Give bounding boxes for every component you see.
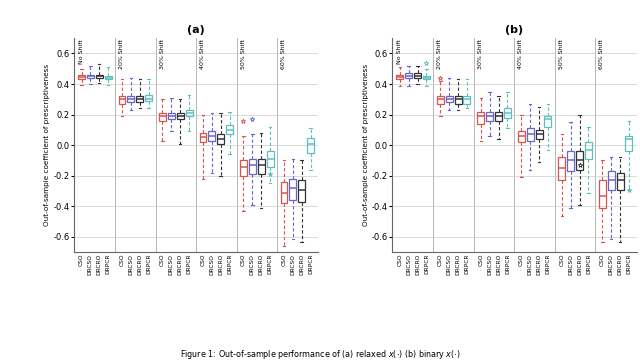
Text: 50% Shift: 50% Shift: [559, 39, 564, 69]
Text: 30% Shift: 30% Shift: [159, 39, 164, 69]
Bar: [249, 159, 256, 174]
Bar: [168, 113, 175, 119]
Bar: [405, 73, 412, 78]
Bar: [616, 173, 623, 189]
Bar: [414, 73, 421, 78]
Bar: [567, 151, 574, 171]
Bar: [96, 75, 102, 78]
Text: 50% Shift: 50% Shift: [241, 39, 246, 69]
Bar: [486, 111, 493, 121]
Y-axis label: Out-of-sample coefficient of prescriptiveness: Out-of-sample coefficient of prescriptiv…: [363, 64, 369, 226]
Bar: [200, 133, 207, 142]
Bar: [608, 171, 614, 189]
Text: No Shift: No Shift: [79, 39, 84, 64]
Bar: [289, 179, 296, 200]
Bar: [423, 76, 430, 79]
Bar: [518, 131, 525, 142]
Bar: [217, 135, 224, 144]
Bar: [280, 182, 287, 203]
Bar: [127, 96, 134, 102]
Bar: [307, 138, 314, 153]
Bar: [536, 130, 543, 139]
Text: 40% Shift: 40% Shift: [200, 39, 205, 69]
Bar: [209, 131, 215, 140]
Bar: [177, 113, 184, 119]
Bar: [118, 96, 125, 104]
Text: 60% Shift: 60% Shift: [281, 39, 286, 69]
Bar: [558, 158, 565, 180]
Bar: [625, 136, 632, 151]
Bar: [226, 125, 233, 134]
Text: 20% Shift: 20% Shift: [438, 39, 442, 69]
Text: 60% Shift: 60% Shift: [600, 39, 604, 69]
Bar: [437, 96, 444, 104]
Text: Figure 1: Out-of-sample performance of (a) relaxed $x(\cdot)$ (b) binary $x(\cdo: Figure 1: Out-of-sample performance of (…: [180, 348, 460, 361]
Text: 40% Shift: 40% Shift: [518, 39, 524, 69]
Bar: [495, 111, 502, 121]
Title: (a): (a): [187, 25, 205, 34]
Y-axis label: Out-of-sample coefficient of prescriptiveness: Out-of-sample coefficient of prescriptiv…: [44, 64, 51, 226]
Text: No Shift: No Shift: [397, 39, 402, 64]
Bar: [240, 160, 247, 176]
Bar: [104, 76, 111, 79]
Text: 30% Shift: 30% Shift: [478, 39, 483, 69]
Text: 20% Shift: 20% Shift: [119, 39, 124, 69]
Bar: [527, 129, 534, 140]
Bar: [145, 95, 152, 101]
Bar: [159, 113, 166, 121]
Bar: [504, 109, 511, 118]
Bar: [454, 96, 461, 104]
Bar: [78, 75, 85, 79]
Bar: [267, 151, 273, 167]
Bar: [599, 180, 606, 208]
Bar: [396, 75, 403, 79]
Bar: [186, 110, 193, 116]
Bar: [576, 151, 583, 170]
Bar: [545, 116, 552, 127]
Title: (b): (b): [506, 25, 524, 34]
Bar: [136, 96, 143, 102]
Bar: [258, 159, 265, 174]
Bar: [585, 142, 592, 159]
Bar: [445, 96, 452, 102]
Bar: [477, 111, 484, 124]
Bar: [463, 96, 470, 104]
Bar: [298, 180, 305, 202]
Bar: [87, 75, 94, 78]
